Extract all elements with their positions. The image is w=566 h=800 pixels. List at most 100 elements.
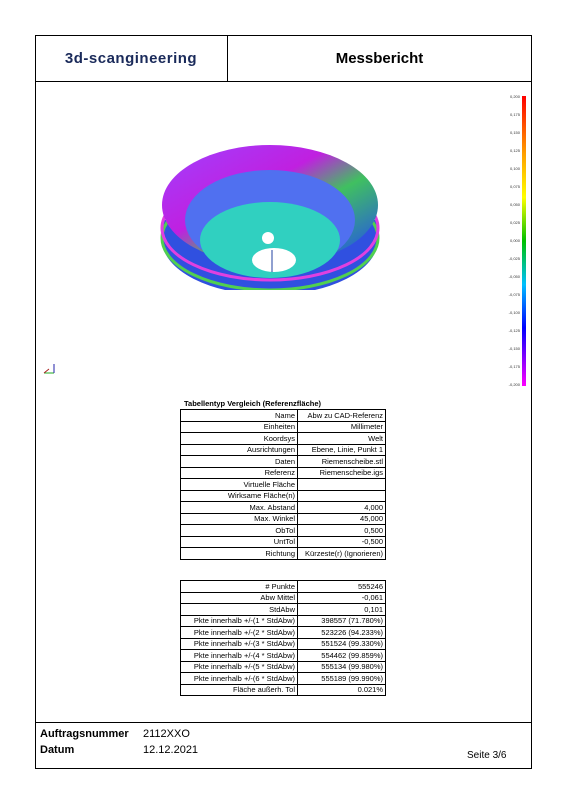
table-row: Wirksame Fläche(n) xyxy=(180,489,386,502)
cell-label: Referenz xyxy=(180,466,298,479)
cell-label: Pkte innerhalb +/-(4 * StdAbw) xyxy=(180,649,298,662)
cell-value xyxy=(297,489,386,502)
scale-label: 0,025 xyxy=(510,220,521,225)
table-row: Pkte innerhalb +/-(6 * StdAbw) 555189 (99… xyxy=(180,672,386,685)
scale-label: -0,150 xyxy=(509,346,521,351)
table-row: Pkte innerhalb +/-(2 * StdAbw) 523226 (94… xyxy=(180,626,386,639)
table-row: StdAbw 0,101 xyxy=(180,603,386,616)
scale-label: -0,200 xyxy=(509,382,521,387)
scale-label: -0,075 xyxy=(509,292,521,297)
scale-label: 0,150 xyxy=(510,130,521,135)
scale-label: -0,175 xyxy=(509,364,521,369)
cell-value: 0,500 xyxy=(297,524,386,537)
cell-label: Pkte innerhalb +/-(6 * StdAbw) xyxy=(180,672,298,685)
table-row: Fläche außerh. Tol 0.021% xyxy=(180,683,386,696)
cell-label: Max. Winkel xyxy=(180,512,298,525)
table-row: Abw Mittel -0,061 xyxy=(180,591,386,604)
cell-value: 0,101 xyxy=(297,603,386,616)
cell-label: Pkte innerhalb +/-(1 * StdAbw) xyxy=(180,614,298,627)
table-row: Referenz Riemenscheibe.igs xyxy=(180,466,386,479)
table-row: Richtung Kürzeste(r) (Ignorieren) xyxy=(180,547,386,560)
cell-value: Riemenscheibe.stl xyxy=(297,455,386,468)
table-row: Pkte innerhalb +/-(1 * StdAbw) 398557 (71… xyxy=(180,614,386,627)
scan-image xyxy=(160,145,380,290)
cell-label: Pkte innerhalb +/-(2 * StdAbw) xyxy=(180,626,298,639)
cell-label: Einheiten xyxy=(180,420,298,433)
cell-value: 551524 (99.330%) xyxy=(297,637,386,650)
cell-label: ObTol xyxy=(180,524,298,537)
cell-value xyxy=(297,478,386,491)
table-row: Ausrichtungen Ebene, Linie, Punkt 1 xyxy=(180,443,386,456)
cell-label: Richtung xyxy=(180,547,298,560)
table-row: # Punkte 555246 xyxy=(180,580,386,593)
value: 12.12.2021 xyxy=(143,744,199,756)
scale-label: 0,200 xyxy=(510,94,521,99)
cell-label: Koordsys xyxy=(180,432,298,445)
cell-value: Millimeter xyxy=(297,420,386,433)
cell-value: -0,061 xyxy=(297,591,386,604)
table-row: Pkte innerhalb +/-(5 * StdAbw) 555134 (99… xyxy=(180,660,386,673)
table-row: Einheiten Millimeter xyxy=(180,420,386,433)
scale-label: 0,125 xyxy=(510,148,521,153)
color-scale: 0,200 0,175 0,150 0,125 0,100 0,075 0,050 0,025… xyxy=(509,94,526,387)
scale-label: -0,050 xyxy=(509,274,521,279)
cell-label: UntTol xyxy=(180,535,298,548)
cell-value: Riemenscheibe.igs xyxy=(297,466,386,479)
value: 2112XXO xyxy=(143,728,190,740)
scale-label: -0,100 xyxy=(509,310,521,315)
cell-label: Pkte innerhalb +/-(3 * StdAbw) xyxy=(180,637,298,650)
report-title: Messbericht xyxy=(228,35,531,82)
cell-label: Max. Abstand xyxy=(180,501,298,514)
table-row: Pkte innerhalb +/-(3 * StdAbw) 551524 (99… xyxy=(180,637,386,650)
cell-value: 555189 (99.990%) xyxy=(297,672,386,685)
table-row: Koordsys Welt xyxy=(180,432,386,445)
frame xyxy=(35,35,532,769)
label: Datum xyxy=(40,744,75,756)
scale-label: 0,075 xyxy=(510,184,521,189)
color-bar xyxy=(522,96,526,386)
footer-line xyxy=(35,722,531,723)
cell-value: 554462 (99.859%) xyxy=(297,649,386,662)
label: Auftragsnummer xyxy=(40,728,129,740)
cell-value: 555134 (99.980%) xyxy=(297,660,386,673)
table-row: Virtuelle Fläche xyxy=(180,478,386,491)
cell-label: Name xyxy=(180,409,298,422)
cell-value: 555246 xyxy=(297,580,386,593)
cell-value: Abw zu CAD-Referenz xyxy=(297,409,386,422)
cell-label: Pkte innerhalb +/-(5 * StdAbw) xyxy=(180,660,298,673)
scale-label: 0,175 xyxy=(510,112,521,117)
table-row: ObTol 0,500 xyxy=(180,524,386,537)
axis-icon xyxy=(43,364,55,374)
cell-value: Welt xyxy=(297,432,386,445)
cell-value: Kürzeste(r) (Ignorieren) xyxy=(297,547,386,560)
cell-label: Virtuelle Fläche xyxy=(180,478,298,491)
scale-label: -0,125 xyxy=(509,328,521,333)
table-row: Name Abw zu CAD-Referenz xyxy=(180,409,386,422)
cell-label: Ausrichtungen xyxy=(180,443,298,456)
scale-label: -0,025 xyxy=(509,256,521,261)
cell-value: -0,500 xyxy=(297,535,386,548)
cell-label: Fläche außerh. Tol xyxy=(180,683,298,696)
table-row: Pkte innerhalb +/-(4 * StdAbw) 554462 (99… xyxy=(180,649,386,662)
cell-value: 45,000 xyxy=(297,512,386,525)
cell-label: Abw Mittel xyxy=(180,591,298,604)
company: 3d-scangineering xyxy=(35,35,228,82)
scale-label: 0,000 xyxy=(510,238,521,243)
cell-value: 4,000 xyxy=(297,501,386,514)
cell-label: Daten xyxy=(180,455,298,468)
cell-value: 523226 (94.233%) xyxy=(297,626,386,639)
table-row: Max. Abstand 4,000 xyxy=(180,501,386,514)
cell-label: # Punkte xyxy=(180,580,298,593)
statistics-table: # Punkte 555246 Abw Mittel -0,061 StdAbw 0,10… xyxy=(180,580,386,696)
settings-table: Name Abw zu CAD-Referenz Einheiten Millimet… xyxy=(180,409,386,560)
cell-label: Wirksame Fläche(n) xyxy=(180,489,298,502)
cell-value: Ebene, Linie, Punkt 1 xyxy=(297,443,386,456)
scale-label: 0,050 xyxy=(510,202,521,207)
table-row: UntTol -0,500 xyxy=(180,535,386,548)
scale-label: 0,100 xyxy=(510,166,521,171)
table-row: Max. Winkel 45,000 xyxy=(180,512,386,525)
table-row: Daten Riemenscheibe.stl xyxy=(180,455,386,468)
cell-label: StdAbw xyxy=(180,603,298,616)
page-number: Seite 3/6 xyxy=(467,750,507,761)
